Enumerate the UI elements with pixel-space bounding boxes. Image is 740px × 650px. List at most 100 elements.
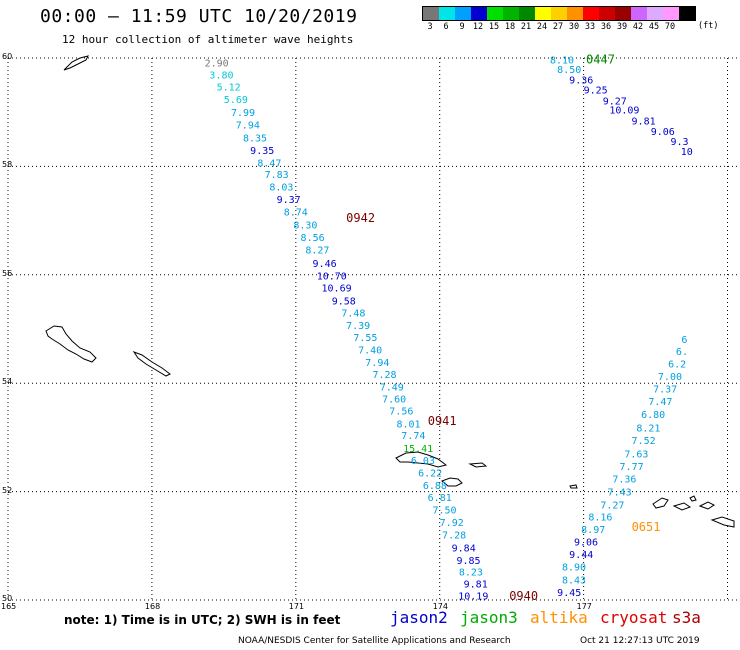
wave-height-value: 9.3 [671,137,689,148]
pass-time-label: 0942 [346,211,375,225]
wave-height-value: 7.94 [365,358,389,369]
wave-height-value: 7.48 [341,309,365,320]
satellite-cryosat: cryosat [600,608,668,627]
lon-label: 165 [1,602,17,611]
wave-height-value: 7.40 [358,346,382,357]
wave-height-value: 8.03 [269,182,293,193]
legend-value: 70 [664,22,676,32]
island-attu [395,451,448,468]
legend-swatch [551,7,567,20]
wave-height-value: 6.88 [423,481,447,492]
wave-height-value: 7.50 [432,505,456,516]
wave-height-value: 9.36 [569,76,593,87]
legend-value: 27 [552,22,564,32]
wave-height-value: 9.06 [574,537,598,548]
wave-height-value: 2.90 [205,58,229,69]
legend-color-bar [422,6,696,21]
legend-value: 9 [459,22,465,32]
satellite-jason3: jason3 [460,608,518,627]
pass-time-label: 0940 [509,589,538,603]
wave-height-value: 9.85 [456,556,480,567]
wave-height-value: 7.47 [648,397,672,408]
legend-value: 12 [472,22,484,32]
wave-height-value: 7.77 [620,462,644,473]
wave-height-value: 6.2 [668,360,686,371]
wave-height-value: 10.70 [317,271,347,282]
satellite-s3a: s3a [672,608,701,627]
wave-height-value: 6.80 [641,410,665,421]
altimeter-tracks: 2.903.80 5.125.69 7.99 7.94 8.359.35 8.477.83… [205,53,693,604]
wave-height-value: 10 [681,147,693,158]
lat-label: 60 [2,52,13,61]
island-amchitka [698,501,715,510]
wave-height-value: 7.36 [612,475,636,486]
wave-height-value: 5.69 [224,95,248,106]
map-title: 00:00 – 11:59 UTC 10/20/2019 [40,6,358,27]
island-medny [132,350,171,377]
wave-height-value: 9.46 [313,259,337,270]
wave-height-value: 7.52 [632,436,656,447]
wave-height-value: 6.03 [411,456,435,467]
wave-height-value: 7.63 [624,450,648,461]
wave-height-value: 7.74 [401,431,425,442]
wave-height-value: 5.12 [217,83,241,94]
wave-height-value: 9.25 [584,85,608,96]
credit-line: NOAA/NESDIS Center for Satellite Applica… [238,636,511,646]
legend-value: 15 [488,22,500,32]
wave-height-value: 6.22 [418,469,442,480]
island-rat-2 [710,516,735,528]
satellite-altika: altika [530,608,588,627]
lat-label: 50 [2,594,13,603]
wave-height-value: 7.83 [265,170,289,181]
wave-height-value: 8.35 [243,134,267,145]
legend-unit: (ft) [698,21,719,31]
legend-swatch [487,7,503,20]
wave-height-value: 6.81 [428,493,452,504]
wave-height-value: 7.43 [608,488,632,499]
wave-height-value: 7.28 [442,530,466,541]
legend-value: 6 [443,22,449,32]
legend-value: 21 [520,22,532,32]
legend-swatch [647,7,663,20]
wave-height-value: 8.50 [557,65,581,76]
wave-height-value: 7.92 [440,518,464,529]
legend-value: 42 [632,22,644,32]
generated-timestamp: Oct 21 12:27:13 UTC 2019 [580,636,700,646]
legend-swatch [535,7,551,20]
pass-time-label: 0447 [586,53,615,67]
wave-height-value: 7.55 [353,333,377,344]
legend-value: 33 [584,22,596,32]
legend-swatch [567,7,583,20]
wave-height-value: 7.00 [658,372,682,383]
pass-time-label: 0651 [632,520,661,534]
wave-height-value: 9.45 [557,588,581,599]
wave-height-value: 7.49 [380,382,404,393]
legend-swatch [615,7,631,20]
wave-height-value: 9.37 [277,195,301,206]
wave-height-value: 8.21 [636,424,660,435]
lat-label: 56 [2,268,13,278]
wave-height-value: 7.94 [236,121,260,132]
island-agattu [441,477,463,487]
wave-height-value: 9.84 [452,543,476,554]
wave-height-value: 7.39 [346,321,370,332]
island-bering [45,325,97,363]
legend-value: 45 [648,22,660,32]
pass-time-label: 0941 [428,414,457,428]
legend-swatch [631,7,647,20]
legend-swatch [583,7,599,20]
color-legend: 3 6 9 12 15 18 21 24 27 30 33 36 39 42 45 70 (ft) [422,6,718,32]
island-rat-1 [672,502,692,511]
wave-height-value: 8.56 [301,233,325,244]
wave-height-value: 8.90 [562,562,586,573]
wave-height-value: 8.27 [305,245,329,256]
wave-height-value: 9.06 [651,127,675,138]
wave-height-value: 7.60 [382,394,406,405]
wave-height-value: 7.56 [389,406,413,417]
lat-lon-grid [7,57,740,601]
map-subtitle: 12 hour collection of altimeter wave hei… [62,33,354,46]
wave-height-value: 8.97 [581,525,605,536]
wave-height-value: 8.74 [284,207,308,218]
wave-height-value: 7.27 [600,501,624,512]
